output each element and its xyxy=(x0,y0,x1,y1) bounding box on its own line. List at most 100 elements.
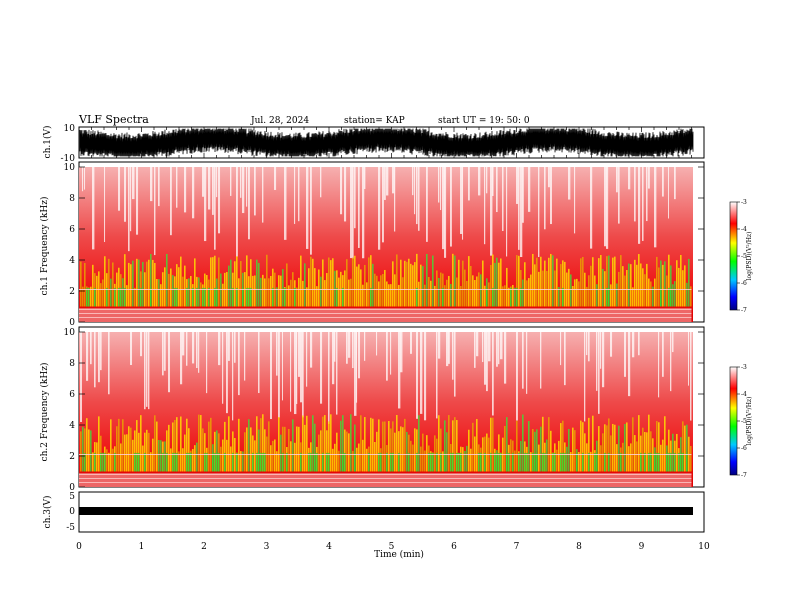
spectral-column xyxy=(662,439,664,472)
spectral-column xyxy=(438,167,440,203)
spectral-column xyxy=(246,167,248,207)
spectral-column xyxy=(442,451,444,472)
spectral-column xyxy=(644,431,646,472)
spectral-column xyxy=(448,415,450,472)
spectral-column xyxy=(130,264,132,307)
spectral-column xyxy=(398,431,400,472)
spectral-column xyxy=(522,167,524,223)
spectral-column xyxy=(520,287,522,307)
spectral-column xyxy=(346,431,348,472)
spectral-column xyxy=(530,274,532,307)
spectral-column xyxy=(330,414,332,472)
spectral-column xyxy=(668,254,670,307)
spectral-column xyxy=(342,452,344,472)
spectral-column xyxy=(236,452,238,472)
spectral-column xyxy=(430,452,432,472)
spectral-column xyxy=(662,167,664,197)
spectral-column xyxy=(648,414,650,472)
spectral-column xyxy=(144,332,146,410)
spectral-column xyxy=(258,429,260,472)
spectral-column xyxy=(536,429,538,472)
spectral-column xyxy=(118,167,121,211)
spectral-column xyxy=(184,167,187,213)
spectral-column xyxy=(580,420,582,472)
spectral-column xyxy=(170,268,172,307)
spectral-column xyxy=(382,421,384,472)
spectral-column xyxy=(574,279,576,307)
spectral-column xyxy=(222,283,224,307)
spectral-column xyxy=(342,287,344,307)
spectral-column xyxy=(156,421,158,472)
ch1-colorbar-label: log(PSD)(V²/Hz) xyxy=(746,232,753,281)
spectral-column xyxy=(604,167,607,247)
spectral-column xyxy=(362,284,364,307)
spectral-column xyxy=(176,167,178,208)
spectral-column xyxy=(90,430,92,472)
spectral-column xyxy=(322,416,324,472)
spectral-column xyxy=(550,430,552,472)
spectral-column xyxy=(376,275,378,307)
spectral-column xyxy=(262,452,264,472)
spectral-column xyxy=(150,452,152,472)
spectral-column xyxy=(142,261,144,307)
spectral-column xyxy=(480,452,482,472)
spectral-column xyxy=(572,427,574,472)
spectral-column xyxy=(140,415,142,472)
spectral-column xyxy=(152,259,154,307)
spectral-column xyxy=(356,447,358,472)
spectral-column xyxy=(106,287,108,307)
spectral-column xyxy=(624,275,626,307)
spectral-column xyxy=(196,442,198,472)
spectral-column xyxy=(214,431,216,472)
spectral-column xyxy=(472,422,474,472)
colorbar-tick-label: -4 xyxy=(741,391,747,398)
spectral-column xyxy=(400,332,403,373)
spectral-column xyxy=(398,452,400,472)
spectral-column xyxy=(622,266,624,307)
ch1-channel-label: ch.1 Frequency (kHz) xyxy=(39,197,50,296)
spectral-column xyxy=(212,167,214,215)
station-label: station= KAP xyxy=(344,116,405,126)
spectral-column xyxy=(370,287,372,307)
spectral-column xyxy=(522,279,524,307)
spectral-column xyxy=(352,332,354,369)
spectral-column xyxy=(284,426,286,472)
spectral-column xyxy=(132,167,135,200)
spectral-column xyxy=(482,332,484,363)
spectral-column xyxy=(252,275,254,307)
spectral-column xyxy=(182,332,185,356)
spectral-column xyxy=(242,451,244,472)
spectral-column xyxy=(382,167,384,243)
spectral-column xyxy=(350,278,352,307)
spectral-column xyxy=(492,254,494,307)
spectral-column xyxy=(226,439,228,472)
ch2-colorbar-gradient xyxy=(729,366,738,476)
spectral-column xyxy=(352,450,354,472)
spectral-column xyxy=(244,432,246,472)
spectral-column xyxy=(650,452,652,472)
spectral-column xyxy=(206,452,208,472)
spectral-column xyxy=(236,256,238,307)
spectral-column xyxy=(616,283,618,307)
spectral-column xyxy=(348,332,351,358)
spectral-column xyxy=(286,452,288,472)
spectral-column xyxy=(376,431,378,472)
spectral-column xyxy=(94,332,96,388)
spectral-column xyxy=(580,258,582,307)
spectral-column xyxy=(146,429,148,472)
spectral-column xyxy=(310,452,312,472)
spectral-column xyxy=(674,167,676,200)
spectral-column xyxy=(522,332,524,389)
spectral-column xyxy=(378,281,380,307)
spectral-column xyxy=(636,264,638,307)
time-tick-label: 1 xyxy=(139,542,145,552)
ch2-freq-ticks: 0 2 4 6 8 10 xyxy=(64,328,704,493)
spectral-column xyxy=(138,259,140,307)
spectral-column xyxy=(298,277,300,307)
spectral-column xyxy=(218,452,220,472)
spectral-column xyxy=(444,420,446,472)
spectral-column xyxy=(242,287,244,307)
spectral-column xyxy=(518,167,520,250)
spectral-column xyxy=(654,167,657,248)
spectral-column xyxy=(560,264,562,307)
